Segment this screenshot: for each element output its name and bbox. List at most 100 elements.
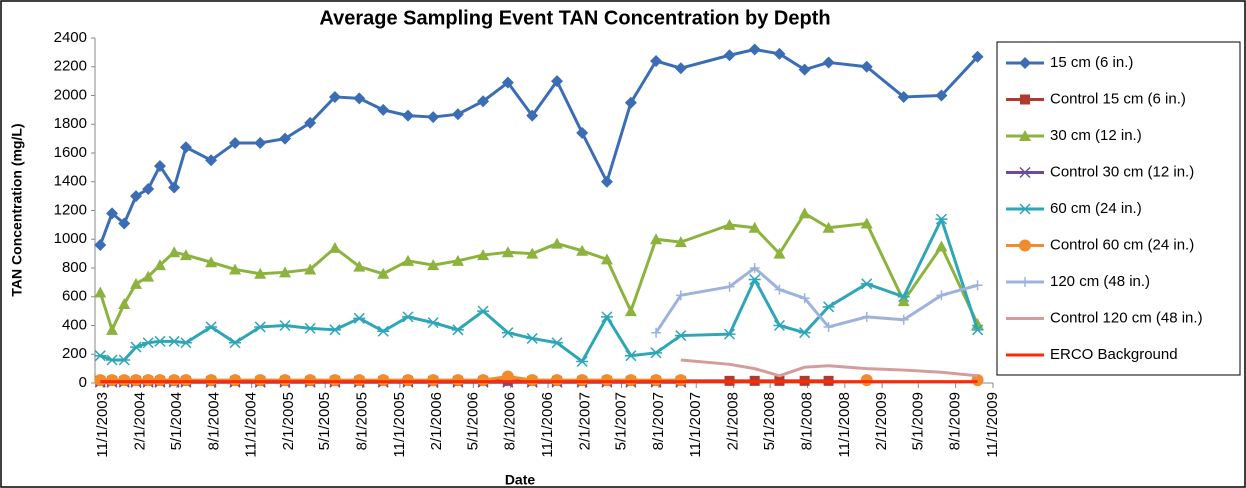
marker	[773, 247, 786, 259]
marker	[451, 254, 464, 266]
marker	[650, 55, 663, 67]
marker	[576, 355, 589, 367]
marker	[501, 246, 514, 258]
marker	[674, 330, 687, 342]
y-tick-label: 600	[62, 288, 87, 305]
marker	[798, 63, 811, 76]
marker	[130, 341, 143, 353]
marker	[118, 354, 131, 366]
legend-label: 120 cm (48 in.)	[1050, 273, 1150, 290]
marker	[304, 263, 317, 275]
marker	[106, 354, 119, 366]
y-tick-label: 1600	[54, 144, 87, 161]
marker	[328, 241, 341, 253]
x-tick-label: 8/1/2007	[650, 392, 667, 450]
y-tick-label: 400	[62, 316, 87, 333]
x-tick-label: 8/1/2004	[205, 392, 222, 450]
marker	[278, 132, 291, 145]
marker	[748, 43, 761, 56]
marker	[724, 281, 735, 292]
marker	[650, 233, 663, 245]
marker	[971, 324, 984, 336]
x-tick-label: 2/1/2004	[131, 392, 148, 450]
marker	[278, 266, 291, 278]
marker	[254, 136, 267, 149]
marker	[353, 312, 366, 324]
marker	[142, 182, 155, 195]
marker	[860, 217, 873, 229]
x-tick-label: 11/1/2004	[243, 392, 260, 458]
y-tick-label: 200	[62, 345, 87, 362]
legend-label: ERCO Background	[1050, 346, 1178, 363]
marker	[526, 332, 539, 344]
marker	[501, 370, 514, 383]
marker	[1019, 130, 1031, 141]
x-tick-label: 2/1/2009	[873, 392, 890, 450]
marker	[427, 111, 440, 124]
marker	[130, 277, 143, 289]
marker	[624, 305, 637, 317]
x-tick-label: 5/1/2005	[316, 392, 333, 450]
marker	[674, 62, 687, 75]
x-tick-label: 5/1/2007	[613, 392, 630, 450]
marker	[1020, 277, 1030, 287]
x-tick-label: 5/1/2008	[761, 392, 778, 450]
marker	[353, 92, 366, 105]
marker	[624, 350, 637, 362]
marker	[153, 335, 166, 347]
marker	[130, 190, 143, 203]
marker	[402, 109, 415, 122]
marker	[451, 324, 464, 336]
marker	[1019, 57, 1031, 69]
marker	[477, 249, 490, 261]
x-tick-label: 2/1/2005	[280, 392, 297, 450]
marker	[501, 327, 514, 339]
x-tick-label: 8/1/2009	[947, 392, 964, 450]
marker	[179, 337, 192, 349]
marker	[822, 301, 835, 313]
marker	[898, 314, 909, 325]
y-tick-label: 1800	[54, 115, 87, 132]
marker	[823, 321, 834, 332]
marker	[860, 60, 873, 73]
marker	[526, 109, 539, 122]
marker	[106, 207, 119, 220]
marker	[1019, 239, 1031, 252]
x-tick-label: 11/1/2005	[391, 392, 408, 458]
marker	[168, 335, 181, 347]
marker	[328, 90, 341, 103]
marker	[94, 239, 107, 251]
marker	[550, 337, 563, 349]
marker	[205, 321, 218, 333]
x-tick-label: 11/1/2006	[539, 392, 556, 458]
marker	[675, 290, 686, 301]
marker	[576, 126, 589, 139]
marker	[576, 244, 589, 256]
marker	[477, 305, 490, 317]
marker	[526, 247, 539, 259]
marker	[377, 103, 390, 116]
marker	[650, 347, 663, 359]
marker	[861, 311, 872, 322]
marker	[798, 207, 811, 219]
x-tick-label: 5/1/2009	[909, 392, 926, 450]
marker	[254, 321, 267, 333]
x-tick-label: 5/1/2006	[464, 392, 481, 450]
legend-label: Control 120 cm (48 in.)	[1050, 309, 1203, 326]
legend-label: Control 30 cm (12 in.)	[1050, 163, 1194, 180]
y-tick-label: 2000	[54, 86, 87, 103]
marker	[773, 47, 786, 60]
marker	[142, 270, 155, 282]
marker	[94, 286, 107, 298]
marker	[674, 236, 687, 248]
legend-label: Control 15 cm (6 in.)	[1050, 90, 1186, 107]
marker	[600, 311, 613, 323]
marker	[624, 96, 637, 109]
marker	[798, 327, 811, 339]
x-tick-label: 5/1/2004	[168, 392, 185, 450]
y-tick-label: 1400	[54, 173, 87, 190]
marker	[304, 116, 317, 129]
y-tick-label: 1000	[54, 230, 87, 247]
y-tick-label: 800	[62, 259, 87, 276]
